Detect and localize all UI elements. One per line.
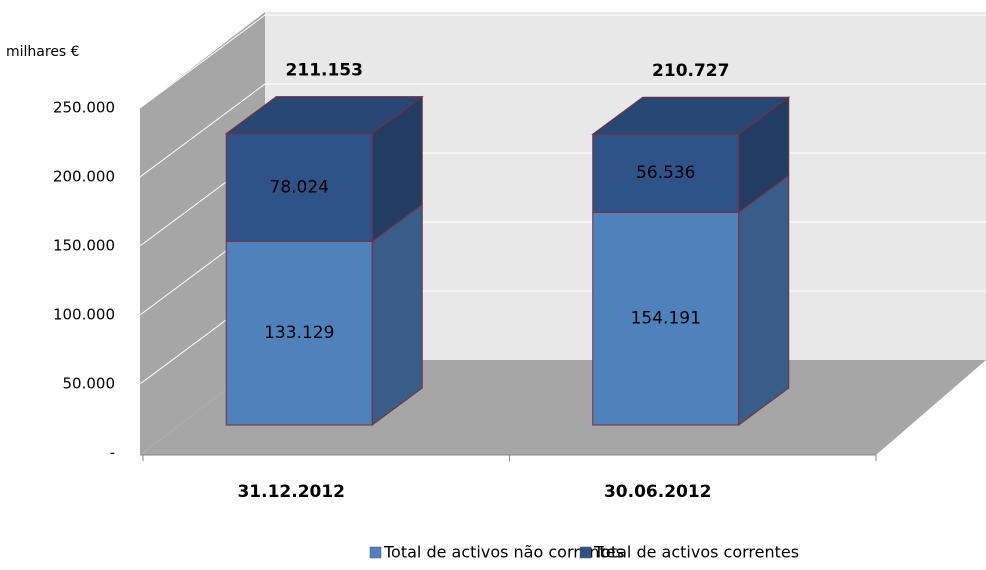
total-label: 211.153: [286, 61, 363, 81]
legend-swatch: [579, 546, 592, 559]
total-label: 210.727: [652, 61, 729, 81]
y-tick-label: 200.000: [53, 168, 115, 186]
bar-segment: [225, 203, 423, 426]
legend-label: Total de activos correntes: [593, 543, 799, 562]
unit-label: milhares €: [6, 44, 80, 60]
value-label: 154.191: [631, 309, 701, 329]
bar-top: [591, 96, 791, 135]
bar-side: [738, 174, 790, 426]
bar-segment: [592, 174, 790, 426]
legend-label: Total de activos não correntes: [383, 543, 624, 562]
value-label: 56.536: [636, 163, 695, 183]
y-tick-label: 250.000: [53, 99, 115, 117]
x-tick-label: 31.12.2012: [237, 482, 345, 502]
bar-segment: [224, 95, 424, 243]
y-tick-label: 150.000: [53, 237, 115, 255]
grid-line: [139, 83, 986, 178]
bar-top: [224, 96, 424, 135]
grid-line: [139, 14, 986, 109]
y-tick-label: -: [110, 444, 115, 462]
bar-side: [371, 203, 423, 426]
legend-swatch: [369, 546, 382, 559]
value-label: 133.129: [264, 323, 334, 343]
y-tick-label: 100.000: [53, 306, 115, 324]
value-label: 78.024: [270, 177, 329, 197]
y-tick-label: 50.000: [63, 375, 116, 393]
x-tick-label: 30.06.2012: [604, 482, 712, 502]
bar-segment: [591, 96, 791, 214]
